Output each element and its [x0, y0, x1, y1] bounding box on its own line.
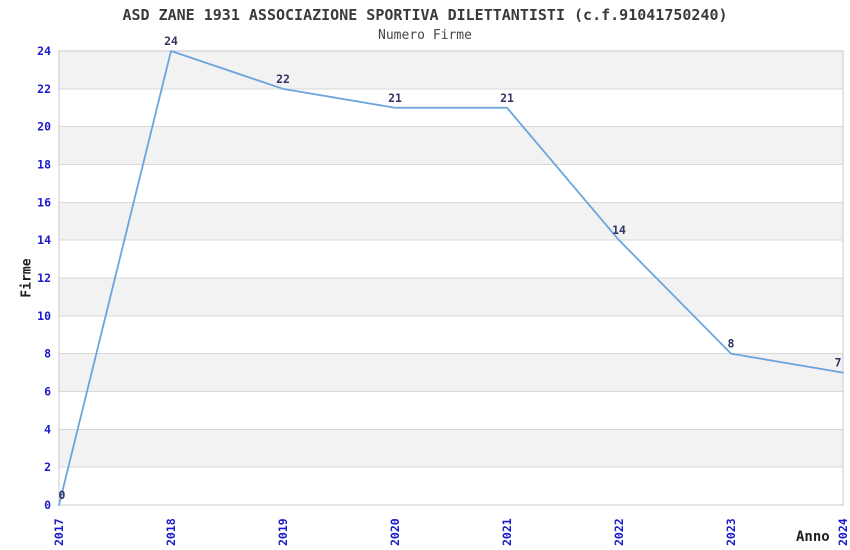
plot-band: [59, 202, 843, 241]
y-tick-label: 20: [37, 120, 51, 134]
plot-band: [59, 353, 843, 392]
data-label: 0: [59, 488, 66, 502]
plot-border: [58, 50, 844, 506]
x-tick-label: 2021: [500, 518, 514, 546]
chart-title: ASD ZANE 1931 ASSOCIAZIONE SPORTIVA DILE…: [122, 6, 728, 24]
plot-band: [59, 126, 843, 165]
y-tick-label: 24: [37, 44, 51, 58]
plot-band: [59, 51, 843, 89]
plot-band: [59, 391, 843, 430]
plot-band: [59, 429, 843, 468]
x-axis-title: Anno: [796, 529, 830, 545]
plot-band: [59, 467, 843, 505]
x-tick-label: 2017: [52, 518, 66, 546]
y-tick-label: 22: [37, 82, 51, 96]
plot-band: [59, 164, 843, 203]
y-tick-label: 14: [37, 233, 51, 247]
x-tick-label: 2024: [836, 518, 850, 546]
y-tick-label: 10: [37, 309, 51, 323]
x-tick-label: 2019: [276, 518, 290, 546]
data-label: 21: [500, 91, 514, 105]
plot-band: [59, 240, 843, 278]
data-label: 21: [388, 91, 402, 105]
y-tick-label: 4: [44, 422, 51, 436]
y-tick-label: 0: [44, 498, 51, 512]
data-label: 8: [728, 337, 735, 351]
y-tick-label: 8: [44, 347, 51, 361]
chart-subtitle: Numero Firme: [378, 28, 472, 43]
line-series: [58, 50, 844, 506]
x-tick-label: 2022: [612, 518, 626, 546]
y-tick-label: 2: [44, 460, 51, 474]
y-tick-label: 16: [37, 195, 51, 209]
y-tick-label: 6: [44, 385, 51, 399]
y-tick-label: 18: [37, 158, 51, 172]
plot-band: [59, 278, 843, 316]
x-tick-label: 2023: [724, 518, 738, 546]
data-label: 24: [164, 34, 178, 48]
data-label: 14: [612, 223, 626, 237]
x-tick-label: 2018: [164, 518, 178, 546]
data-label: 22: [276, 72, 290, 86]
data-label: 7: [835, 356, 842, 370]
y-tick-label: 12: [37, 271, 51, 285]
x-tick-label: 2020: [388, 518, 402, 546]
